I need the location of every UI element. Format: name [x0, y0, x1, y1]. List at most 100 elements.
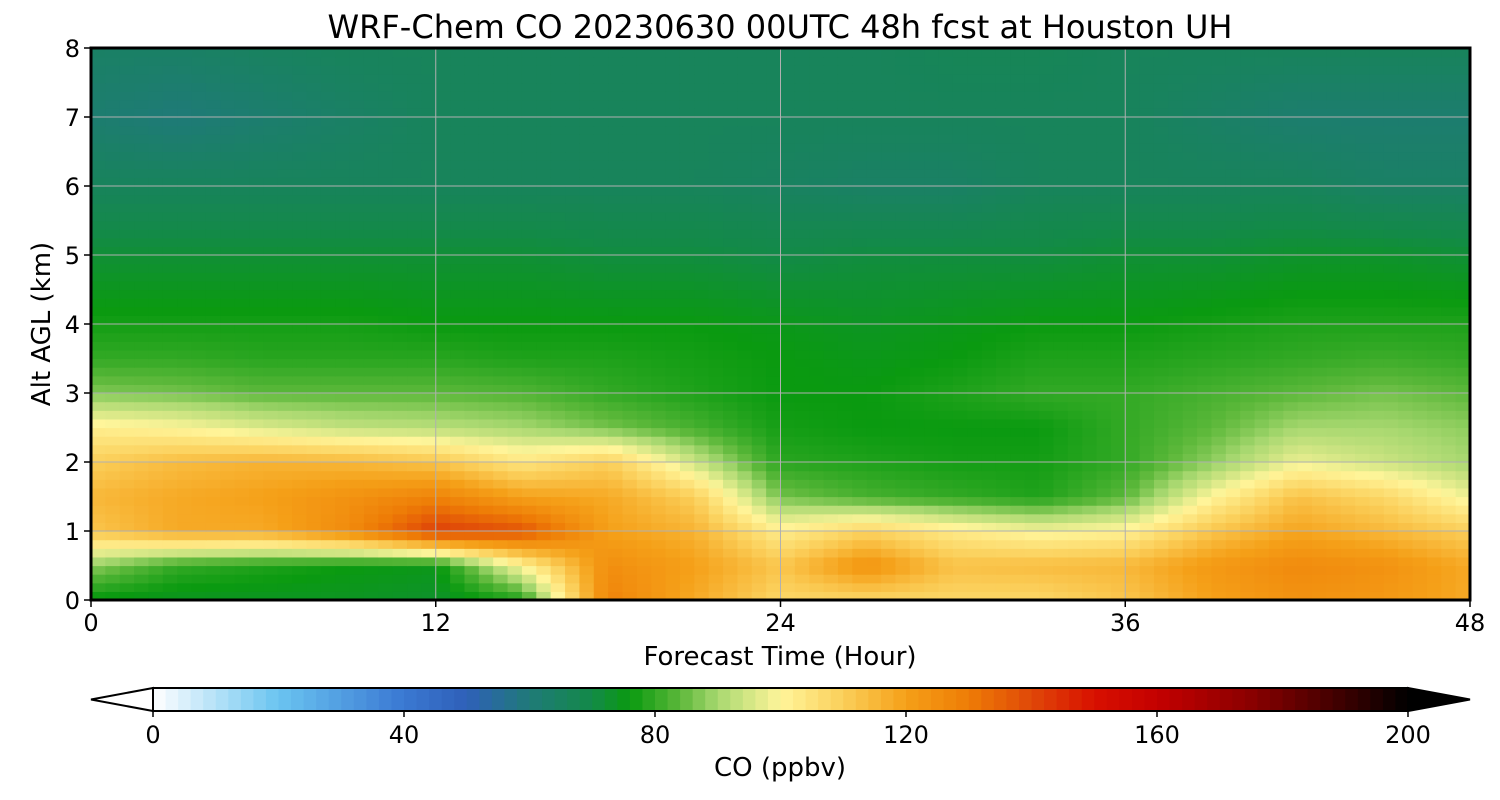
heatmap-cell	[105, 375, 121, 385]
heatmap-cell	[1283, 410, 1299, 420]
heatmap-cell	[938, 375, 954, 385]
heatmap-cell	[1369, 220, 1385, 230]
heatmap-cell	[938, 496, 954, 506]
heatmap-cell	[1182, 487, 1198, 498]
heatmap-cell	[1355, 453, 1371, 463]
heatmap-cell	[737, 505, 753, 515]
heatmap-cell	[909, 203, 925, 213]
heatmap-cell	[780, 186, 796, 196]
heatmap-cell	[421, 444, 437, 454]
heatmap-cell	[981, 453, 997, 463]
heatmap-cell	[751, 211, 767, 222]
heatmap-cell	[550, 349, 566, 360]
heatmap-cell	[1096, 263, 1112, 273]
heatmap-cell	[220, 229, 236, 239]
heatmap-cell	[349, 367, 365, 377]
heatmap-cell	[363, 522, 379, 532]
heatmap-cell	[608, 574, 624, 584]
heatmap-cell	[1225, 565, 1241, 575]
heatmap-cell	[622, 203, 638, 213]
heatmap-cell	[292, 539, 308, 549]
heatmap-cell	[1398, 324, 1414, 334]
heatmap-cell	[1268, 280, 1284, 291]
heatmap-cell	[1197, 341, 1213, 351]
heatmap-cell	[335, 255, 351, 265]
heatmap-cell	[119, 142, 135, 153]
heatmap-cell	[1441, 487, 1457, 498]
heatmap-cell	[1067, 444, 1083, 454]
heatmap-cell	[881, 582, 897, 592]
heatmap-cell	[1441, 263, 1457, 273]
heatmap-cell	[292, 220, 308, 230]
heatmap-cell	[1355, 246, 1371, 256]
heatmap-cell	[938, 470, 954, 480]
heatmap-cell	[938, 349, 954, 360]
heatmap-cell	[579, 237, 595, 247]
heatmap-cell	[1240, 401, 1256, 411]
heatmap-cell	[1398, 263, 1414, 273]
heatmap-cell	[881, 436, 897, 446]
heatmap-cell	[134, 211, 150, 222]
heatmap-cell	[1311, 427, 1327, 437]
heatmap-cell	[1268, 367, 1284, 377]
heatmap-cell	[349, 160, 365, 170]
heatmap-cell	[909, 375, 925, 385]
heatmap-cell	[1268, 358, 1284, 368]
heatmap-cell	[1383, 556, 1399, 567]
heatmap-cell	[1283, 211, 1299, 222]
heatmap-cell	[938, 194, 954, 204]
heatmap-cell	[1153, 401, 1169, 411]
heatmap-cell	[723, 565, 738, 575]
heatmap-cell	[493, 393, 509, 403]
heatmap-cell	[1254, 220, 1270, 230]
heatmap-cell	[119, 522, 135, 532]
heatmap-cell	[1412, 513, 1428, 523]
heatmap-cell	[751, 410, 767, 420]
heatmap-cell	[651, 298, 667, 308]
heatmap-cell	[766, 349, 782, 360]
heatmap-cell	[866, 505, 882, 515]
heatmap-cell	[234, 436, 250, 446]
heatmap-cell	[608, 272, 624, 282]
heatmap-cell	[981, 315, 997, 325]
heatmap-cell	[1211, 315, 1227, 325]
heatmap-cell	[1010, 220, 1026, 230]
heatmap-cell	[651, 453, 667, 463]
heatmap-cell	[306, 505, 322, 515]
heatmap-cell	[162, 427, 178, 437]
heatmap-cell	[1197, 531, 1213, 541]
heatmap-cell	[306, 479, 322, 489]
heatmap-cell	[220, 591, 236, 601]
heatmap-cell	[809, 427, 825, 437]
heatmap-cell	[148, 496, 164, 506]
heatmap-cell	[622, 324, 638, 334]
heatmap-cell	[450, 151, 466, 161]
heatmap-cell	[249, 462, 264, 472]
heatmap-cell	[550, 324, 566, 334]
heatmap-cell	[277, 393, 293, 403]
heatmap-cell	[1254, 341, 1270, 351]
heatmap-cell	[1240, 522, 1256, 532]
heatmap-cell	[593, 375, 609, 385]
heatmap-cell	[924, 453, 940, 463]
heatmap-cell	[249, 211, 264, 222]
heatmap-cell	[464, 324, 480, 334]
heatmap-cell	[565, 505, 580, 515]
heatmap-cell	[1197, 513, 1213, 523]
heatmap-cell	[392, 531, 408, 541]
heatmap-cell	[105, 315, 121, 325]
heatmap-cell	[694, 427, 710, 437]
heatmap-cell	[306, 436, 322, 446]
heatmap-cell	[995, 186, 1011, 196]
heatmap-cell	[1139, 470, 1155, 480]
heatmap-cell	[478, 203, 494, 213]
heatmap-cell	[1254, 358, 1270, 368]
heatmap-cell	[363, 211, 379, 222]
heatmap-cell	[1225, 358, 1241, 368]
heatmap-cell	[1398, 513, 1414, 523]
heatmap-cell	[478, 246, 494, 256]
heatmap-cell	[1168, 470, 1184, 480]
heatmap-cell	[651, 194, 667, 204]
heatmap-cell	[1268, 384, 1284, 394]
heatmap-cell	[1197, 496, 1213, 506]
